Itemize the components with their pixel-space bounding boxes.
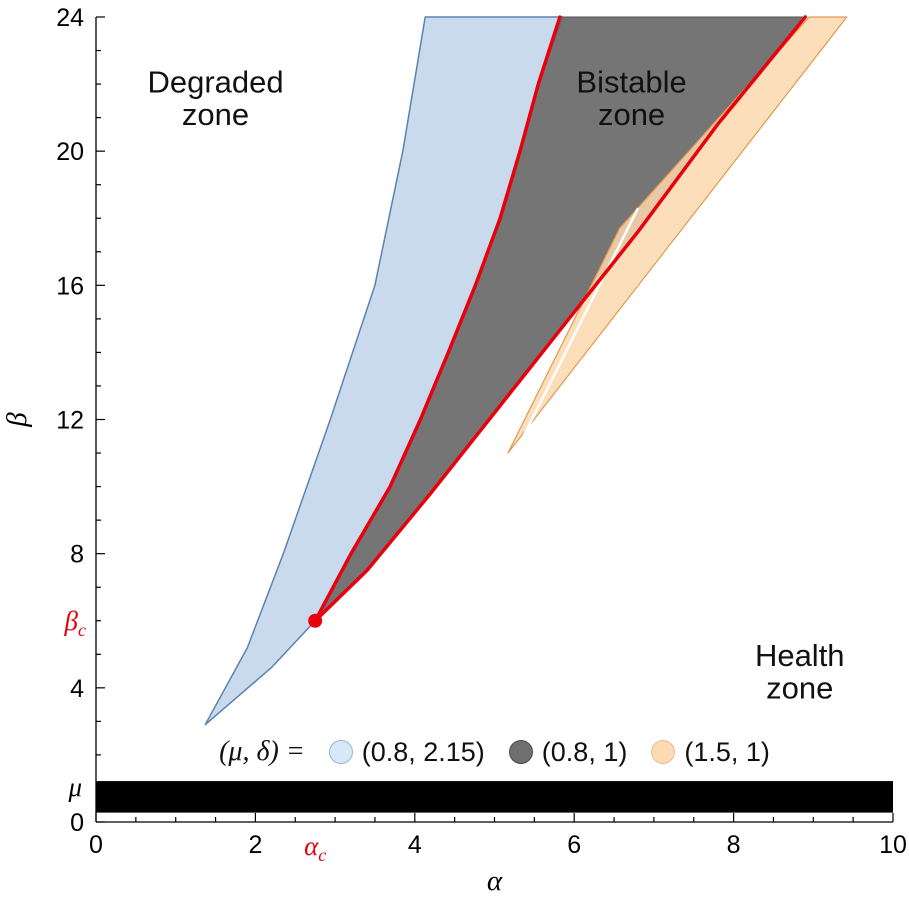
- critical-point: [308, 613, 323, 628]
- region-mu1.5-delta1-notch: [517, 207, 640, 447]
- mu-tick-label: μ: [67, 772, 82, 802]
- y-tick-label: 4: [70, 675, 84, 703]
- y-tick-label: 16: [56, 272, 84, 300]
- y-tick-label: 24: [56, 4, 84, 32]
- x-axis-title: α: [487, 865, 503, 897]
- health-zone-label: Health zone: [755, 638, 845, 706]
- x-tick-label: 4: [408, 831, 422, 859]
- x-tick-label: 6: [567, 831, 581, 859]
- bistable-zone-label: Bistable zone: [576, 65, 686, 133]
- saddle-node-curve-left: [313, 15, 562, 623]
- saddle-node-curve-right: [313, 15, 808, 623]
- degraded-zone-label: Degraded zone: [147, 65, 283, 133]
- mu-band: [96, 781, 893, 813]
- alpha-c-tick-label: αc: [304, 831, 326, 865]
- y-tick-label: 8: [70, 541, 84, 569]
- x-tick-label: 8: [727, 831, 741, 859]
- y-tick-label: 0: [70, 809, 84, 837]
- y-axis-title: β: [1, 412, 33, 428]
- y-tick-label: 12: [56, 407, 84, 435]
- beta-c-tick-label: βc: [64, 606, 86, 640]
- x-tick-label: 0: [89, 831, 103, 859]
- x-tick-label: 10: [879, 831, 907, 859]
- x-tick-label: 2: [248, 831, 262, 859]
- y-tick-label: 20: [56, 138, 84, 166]
